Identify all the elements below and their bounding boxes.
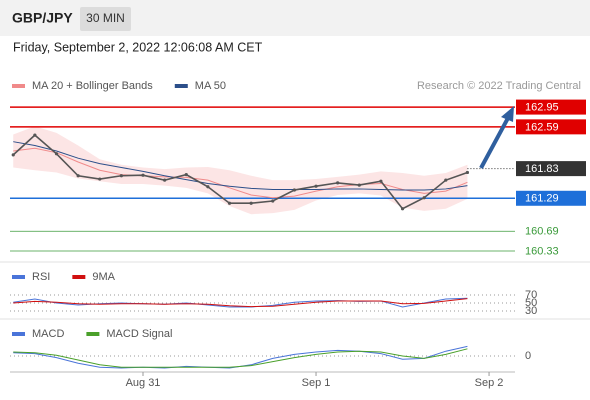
x-tick-label: Sep 1: [302, 377, 331, 389]
price-point: [33, 133, 37, 137]
price-point: [292, 188, 297, 192]
ma-line: [13, 141, 468, 191]
price-point: [314, 184, 318, 188]
price-point: [98, 177, 102, 181]
price-point: [336, 181, 340, 185]
legend-label: MA 50: [195, 80, 226, 92]
legend-swatch: [86, 332, 100, 336]
indicator-line: [13, 345, 468, 369]
price-point: [163, 178, 167, 182]
legend-label: MA 20 + Bollinger Bands: [32, 80, 153, 92]
y-tick-label: 30: [525, 305, 537, 317]
legend-label: RSI: [32, 271, 50, 283]
y-tick-label: 50: [525, 297, 537, 309]
symbol: GBP/JPY: [12, 10, 73, 26]
price-point: [465, 170, 470, 175]
legend-label: 9MA: [92, 271, 115, 283]
level-box: [516, 161, 586, 177]
price-point: [184, 173, 188, 177]
x-tick-label: Aug 31: [126, 377, 161, 389]
bollinger-band: [13, 126, 468, 215]
legend-swatch: [12, 275, 25, 279]
level-label: 160.33: [525, 245, 559, 257]
price-point: [249, 201, 253, 205]
legend-swatch: [12, 84, 25, 88]
level-box: [516, 190, 586, 206]
arrow-head: [501, 106, 514, 122]
level-label: 161.83: [525, 163, 559, 175]
legend-label: MACD Signal: [106, 328, 172, 340]
legend-swatch: [174, 84, 188, 88]
price-point: [271, 199, 275, 203]
level-box: [516, 119, 586, 135]
level-box: [516, 99, 586, 115]
price-point: [119, 174, 123, 178]
price-point: [379, 179, 383, 183]
level-label: 160.69: [525, 226, 559, 238]
indicator-line: [13, 348, 468, 368]
price-point: [400, 207, 405, 211]
price-point: [444, 178, 448, 182]
interval-button[interactable]: [80, 7, 131, 31]
price-point: [227, 201, 232, 205]
indicator-line: [13, 298, 468, 308]
indicator-line: [13, 297, 468, 308]
forecast-arrow: [479, 106, 514, 169]
price-point: [11, 153, 15, 157]
legend-swatch: [72, 275, 86, 279]
level-label: 161.29: [525, 193, 559, 205]
arrow-shaft: [479, 117, 510, 169]
price-point: [357, 183, 361, 187]
ma-line: [13, 147, 468, 199]
price-point: [76, 174, 80, 178]
y-tick-label: 0: [525, 350, 531, 362]
price-point: [54, 152, 59, 156]
interval-label[interactable]: 30 MIN: [86, 11, 125, 25]
price-point: [141, 173, 145, 177]
price-point: [422, 196, 426, 200]
price-line: [12, 134, 468, 210]
y-tick-label: 70: [525, 289, 537, 301]
level-label: 162.59: [525, 121, 559, 133]
x-tick-label: Sep 2: [475, 377, 504, 389]
level-label: 162.95: [525, 101, 559, 113]
legend-swatch: [12, 332, 25, 336]
legend-label: MACD: [32, 328, 64, 340]
price-point: [206, 185, 210, 189]
timestamp: Friday, September 2, 2022 12:06:08 AM CE…: [13, 40, 263, 54]
credit: Research © 2022 Trading Central: [417, 80, 581, 92]
